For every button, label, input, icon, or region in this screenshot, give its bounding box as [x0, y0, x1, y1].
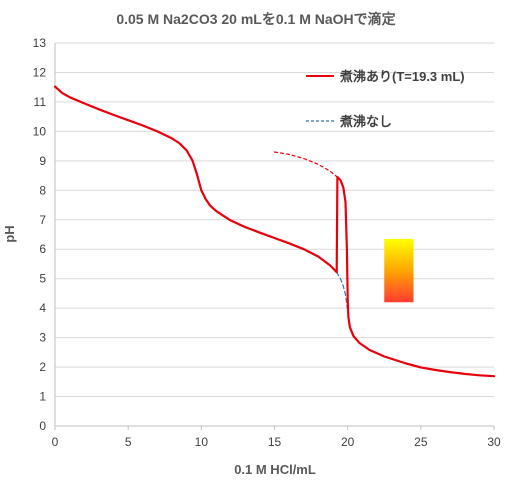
chart-title: 0.05 M Na2CO3 20 mLを0.1 M NaOHで滴定 — [116, 11, 395, 27]
y-tick-label: 10 — [33, 124, 47, 138]
x-tick-label: 15 — [268, 435, 282, 449]
y-tick-label: 5 — [39, 272, 46, 286]
x-axis-label: 0.1 M HCl/mL — [234, 462, 316, 477]
series-layer — [53, 85, 496, 378]
y-tick-label: 7 — [39, 213, 46, 227]
y-tick-label: 3 — [39, 331, 46, 345]
x-tick-label: 20 — [341, 435, 355, 449]
x-tick-label: 5 — [125, 435, 132, 449]
x-tick-label: 0 — [52, 435, 59, 449]
y-axis-label: pH — [2, 225, 17, 242]
series-line-2 — [273, 151, 338, 178]
y-tick-label: 13 — [33, 36, 47, 50]
x-tick-label: 25 — [414, 435, 428, 449]
legend: 煮沸あり(T=19.3 mL) 煮沸なし — [306, 69, 465, 129]
grid-layer — [55, 42, 494, 427]
y-tick-label: 1 — [39, 390, 46, 404]
y-tick-label: 0 — [39, 419, 46, 433]
y-tick-label: 9 — [39, 154, 46, 168]
y-tick-label: 12 — [33, 65, 47, 79]
y-tick-label: 2 — [39, 360, 46, 374]
legend-label-boiled: 煮沸あり(T=19.3 mL) — [339, 69, 465, 84]
y-tick-label: 8 — [39, 183, 46, 197]
y-tick-label: 11 — [34, 95, 47, 109]
series-line-0 — [53, 85, 496, 378]
x-tick-label: 10 — [195, 435, 209, 449]
y-tick-label: 6 — [39, 242, 46, 256]
y-tick-label: 4 — [39, 301, 46, 315]
x-tick-label: 30 — [487, 435, 501, 449]
ph-color-bar — [384, 238, 414, 303]
legend-label-unboiled: 煮沸なし — [339, 114, 392, 129]
